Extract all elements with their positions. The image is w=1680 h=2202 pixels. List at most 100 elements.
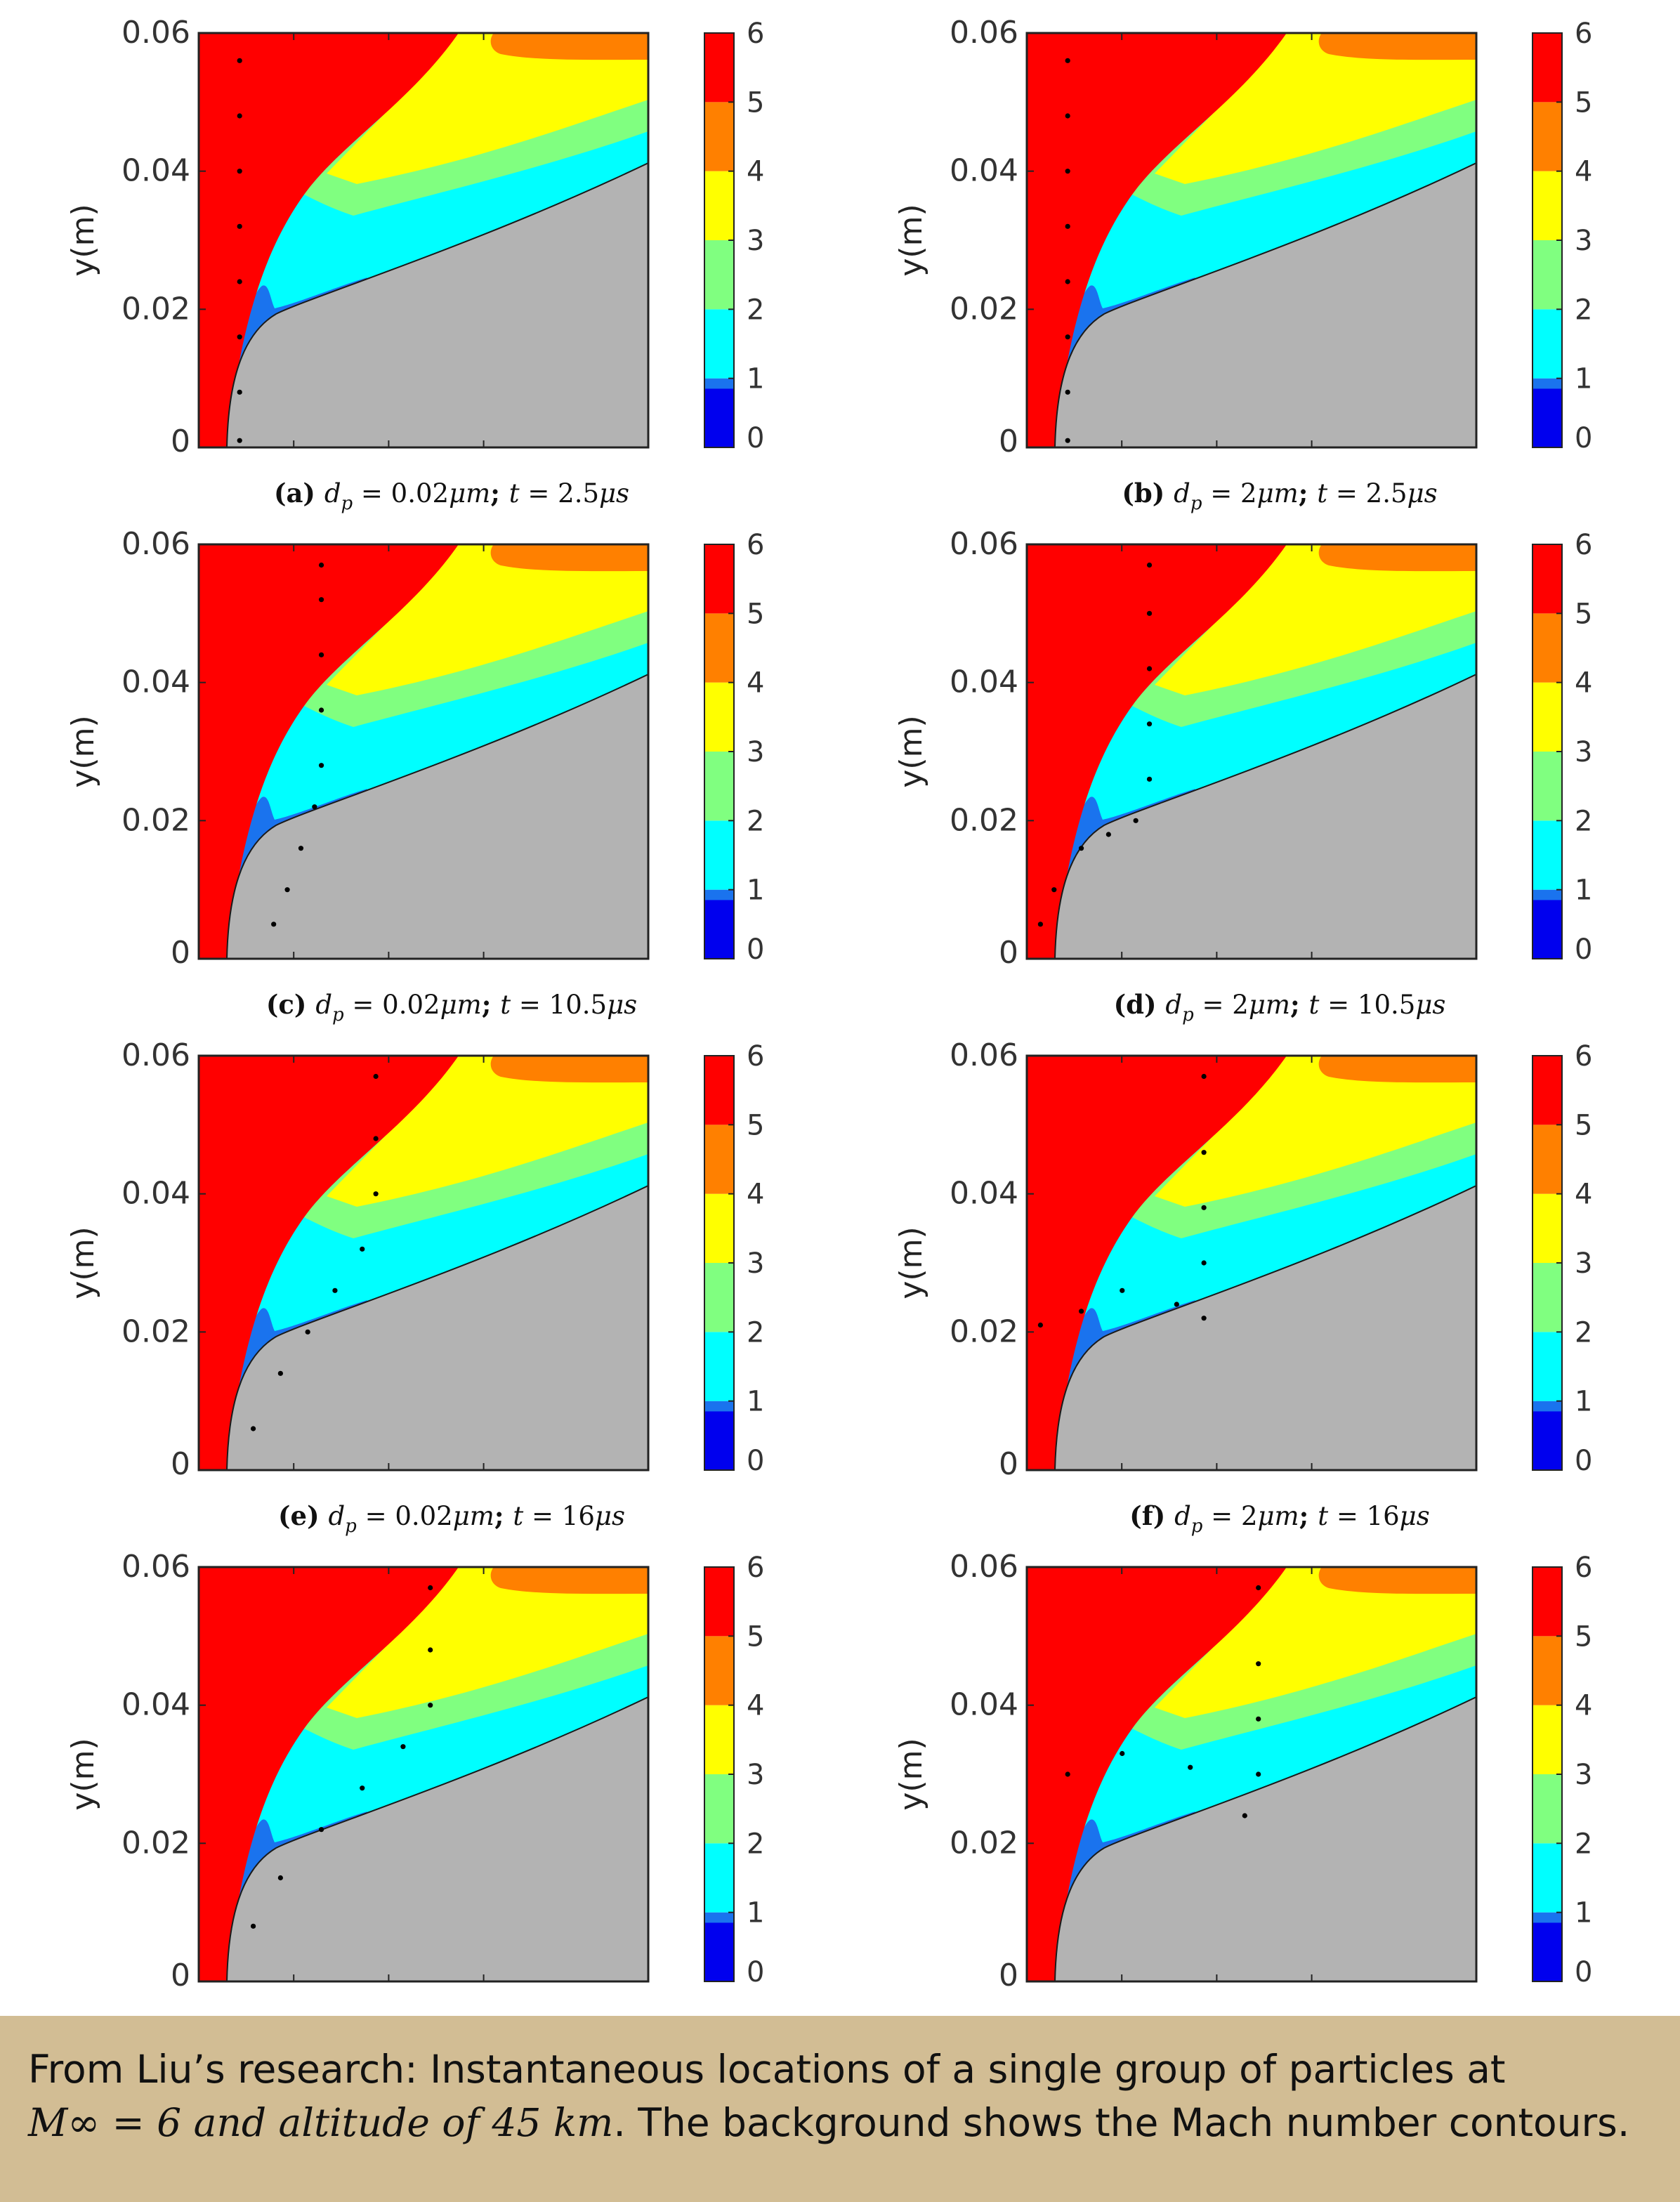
y-tick-label: 0 [171,1958,190,1993]
particle-8 [1201,1073,1207,1080]
panel-f: 0 0.02 0.04 0.06 y(m) 0 1 2 3 4 5 6 (f) dp = 2μm; t … [893,1037,1592,1537]
particle-2 [1120,1287,1125,1293]
contour-region-6 [1027,33,1287,447]
caption-line-1: From Liu’s research: Instantaneous locat… [28,2047,1506,2092]
contour-region-4 [1155,1056,1476,1207]
colorbar-tick-label: 2 [1575,1828,1592,1860]
colorbar-tick-label: 5 [747,1620,764,1653]
colorbar-tick-label: 4 [747,1179,764,1211]
mach-contour-plot [1027,33,1476,447]
y-tick-label: 0.04 [122,1687,190,1723]
body-edge [226,1696,648,1981]
body-surface [1055,1697,1476,1981]
caption-line-2: M∞ = 6 and altitude of 45 km. The backgr… [28,2096,1680,2149]
colorbar-tick-label: 5 [747,1109,764,1141]
y-axis-label: y(m) [893,204,929,276]
colorbar-tick-label: 0 [747,1445,764,1477]
y-tick-label: 0.02 [122,291,190,327]
y-axis-label: y(m) [65,1738,101,1810]
caption-suffix: . The background shows the Mach number c… [613,2100,1630,2145]
y-tick-label: 0.04 [122,153,190,189]
contour-region-5 [490,1567,648,1594]
colorbar-tick-label: 0 [747,422,764,454]
particle-1 [1065,389,1070,395]
colorbar-tick-label: 6 [1575,1040,1592,1073]
particle-6 [1065,113,1070,119]
particle-5 [1201,1260,1207,1266]
y-tick-label: 0.02 [122,1825,190,1861]
particle-7 [318,597,324,603]
contour-region-5 [1318,544,1476,572]
contour-region-6 [1027,1567,1287,1981]
particle-5 [1256,1716,1261,1722]
body-edge [1054,1185,1476,1470]
subcaption: (h) dp = 2μm; t = 21μs [1126,2012,1433,2016]
colorbar-tick-label: 3 [747,736,764,768]
y-tick-label: 0 [999,1446,1018,1482]
colorbar-tick-label: 0 [1575,1445,1592,1477]
y-tick-label: 0.06 [122,15,190,51]
contour-region-4 [327,1056,648,1207]
colorbar-tick-label: 5 [1575,1620,1592,1653]
colorbar: 0 1 2 3 4 5 6 [704,18,764,454]
particle-0 [1037,922,1043,927]
colorbar: 0 1 2 3 4 5 6 [1532,1040,1592,1477]
colorbar-tick-label: 6 [747,529,764,561]
y-tick-label: 0 [999,935,1018,971]
particle-2 [298,846,304,851]
y-tick-label: 0 [999,1958,1018,1993]
colorbar-tick-label: 2 [747,1316,764,1349]
colorbar-tick-label: 3 [1575,225,1592,257]
figure-caption: From Liu’s research: Instantaneous locat… [0,2016,1680,2202]
y-tick-label: 0.04 [950,153,1018,189]
subcaption: (e) dp = 0.02μm; t = 16μs [278,1500,625,1537]
body-surface [1055,1186,1476,1470]
subcaption: (d) dp = 2μm; t = 10.5μs [1114,989,1446,1025]
y-tick-label: 0.04 [122,1176,190,1212]
contour-region-5 [490,33,648,60]
particle-3 [312,804,317,810]
particle-6 [373,1136,379,1141]
plot-frame [1025,32,1478,449]
colorbar-tick-label: 1 [747,874,764,907]
particle-4 [400,1744,406,1750]
colorbar-tick-label: 3 [1575,736,1592,768]
y-axis-label: y(m) [893,1738,929,1810]
particle-6 [318,652,324,657]
particle-0 [250,1923,256,1929]
y-axis-label: y(m) [893,715,929,787]
particle-5 [1146,776,1153,782]
caption-unit: km [553,2100,614,2145]
mach-contour-plot [199,1567,648,1981]
contour-region-5 [490,1056,648,1083]
particle-3 [360,1785,365,1791]
y-tick-label: 0 [171,1446,190,1482]
contour-region-4 [327,544,648,695]
particle-3 [1242,1813,1247,1818]
colorbar-tick-label: 0 [747,1956,764,1988]
particle-1 [237,389,242,395]
particle-9 [1146,562,1153,568]
body-edge [1054,1696,1476,1981]
colorbar-tick-label: 5 [1575,598,1592,630]
y-tick-label: 0.04 [122,664,190,700]
contour-region-5 [1318,1056,1476,1083]
colorbar-tick-label: 3 [1575,1759,1592,1791]
body-edge [1054,674,1476,959]
particle-7 [1146,666,1153,671]
particle-7 [373,1073,379,1080]
plot-frame [1025,1566,1478,1983]
colorbar-tick-label: 4 [1575,156,1592,188]
y-tick-label: 0.02 [950,291,1018,327]
colorbar: 0 1 2 3 4 5 6 [1532,1552,1592,1988]
particle-2 [1065,334,1070,340]
particle-4 [237,223,242,229]
y-tick-label: 0.04 [950,1176,1018,1212]
particle-1 [277,1875,283,1881]
colorbar-tick-label: 3 [747,1247,764,1280]
y-tick-label: 0.02 [950,1313,1018,1349]
colorbar-tick-label: 6 [1575,18,1592,50]
contour-region-6 [199,33,459,447]
body-edge [1054,162,1476,447]
contour-region-5 [1318,1567,1476,1594]
